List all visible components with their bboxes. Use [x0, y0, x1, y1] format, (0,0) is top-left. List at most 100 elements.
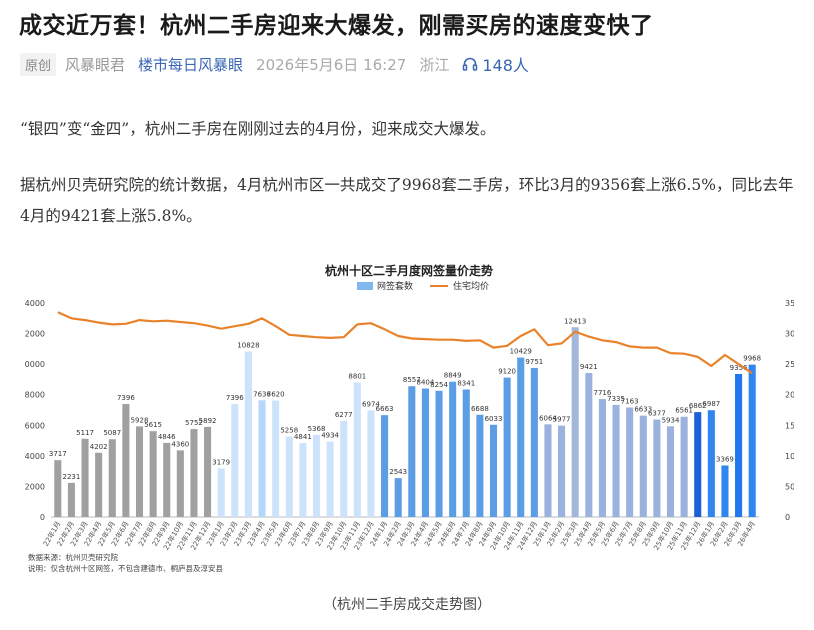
publish-date: 2026年5月6日 16:27	[256, 55, 407, 74]
bar-value-label: 2543	[389, 468, 407, 476]
price-line	[57, 311, 753, 375]
y-right-tick: 10000	[785, 452, 794, 461]
headphones-icon	[463, 57, 478, 71]
bar-value-label: 8557	[403, 376, 421, 384]
bar-value-label: 4360	[171, 440, 189, 448]
bar-23年10月	[340, 421, 348, 517]
bar-26年4月	[748, 364, 756, 517]
author-name[interactable]: 风暴眼君	[65, 55, 126, 74]
bar-value-label: 5934	[662, 416, 680, 424]
bar-25年3月	[571, 327, 579, 517]
bar-value-label: 4202	[90, 443, 108, 451]
y-right-tick: 5000	[785, 482, 794, 491]
chart-caption: （杭州二手房成交走势图）	[323, 597, 491, 613]
chart-title: 杭州十区二手月度网签量价走势	[325, 263, 493, 278]
y-right-tick: 30000	[785, 330, 794, 339]
bar-23年12月	[367, 410, 375, 517]
bar-25年11月	[680, 416, 688, 517]
bar-25年6月	[612, 404, 620, 517]
y-left-tick: 14000	[24, 299, 45, 308]
bar-23年2月	[231, 403, 239, 517]
bar-24年9月	[489, 424, 498, 517]
bar-22年11月	[190, 429, 198, 517]
bar-24年1月	[381, 415, 389, 517]
bar-24年7月	[462, 389, 470, 517]
bar-23年3月	[244, 351, 252, 517]
bar-value-label: 8254	[430, 381, 448, 389]
bar-value-label: 6987	[702, 400, 720, 408]
y-left-tick: 10000	[24, 360, 45, 369]
bar-value-label: 6033	[485, 415, 503, 423]
paragraph-intro: “银四”变“金四”，杭州二手房在刚刚过去的4月份，迎来成交大爆发。	[20, 120, 496, 138]
y-right-tick: 20000	[785, 391, 794, 400]
bar-24年5月	[435, 390, 443, 517]
bar-value-label: 10429	[510, 348, 532, 356]
bar-value-label: 4846	[158, 433, 176, 441]
bar-23年8月	[312, 434, 321, 517]
bar-24年3月	[408, 386, 416, 517]
y-left-tick: 6000	[25, 421, 45, 430]
bar-23年1月	[217, 468, 225, 517]
bar-25年5月	[598, 399, 606, 517]
bar-value-label: 8849	[444, 372, 462, 380]
bar-25年9月	[653, 419, 661, 517]
bar-22年5月	[108, 439, 116, 517]
bar-25年8月	[639, 415, 647, 517]
bar-value-label: 7636	[253, 390, 271, 398]
bar-value-label: 5928	[131, 416, 149, 424]
bar-26年3月	[735, 373, 743, 517]
account-link[interactable]: 楼市每日风暴眼	[138, 55, 244, 74]
bar-24年6月	[449, 381, 457, 517]
bar-22年1月	[54, 460, 62, 517]
y-left-tick: 0	[40, 513, 45, 522]
bar-24年8月	[476, 414, 484, 517]
bar-value-label: 2231	[63, 473, 81, 481]
bar-value-label: 8801	[348, 372, 366, 380]
legend-bar-swatch	[357, 282, 373, 290]
bar-value-label: 12413	[564, 317, 586, 325]
y-right-tick: 15000	[785, 421, 794, 430]
bar-value-label: 9968	[743, 355, 761, 363]
bar-26年1月	[707, 410, 715, 517]
bar-value-label: 8341	[457, 380, 475, 388]
bar-22年4月	[95, 452, 103, 517]
bar-23年7月	[299, 443, 307, 517]
bar-value-label: 7396	[117, 394, 135, 402]
explain-note: 说明：仅含杭州十区网签，不包含建德市、桐庐县及淳安县	[28, 563, 223, 573]
article-title: 成交近万套！杭州二手房迎来大爆发，刚需买房的速度变快了	[19, 13, 654, 39]
bar-value-label: 7620	[267, 391, 285, 399]
article-meta: 原创 风暴眼君 楼市每日风暴眼 2026年5月6日 16:27 浙江 148人	[20, 52, 529, 76]
bar-25年7月	[626, 407, 634, 517]
bar-value-label: 10828	[237, 341, 259, 349]
bar-23年9月	[326, 441, 334, 517]
bar-value-label: 5117	[76, 429, 94, 437]
bar-value-label: 6688	[471, 405, 489, 413]
legend-bar-label: 网签套数	[377, 280, 413, 292]
bar-value-label: 5977	[553, 416, 571, 424]
bar-value-label: 7163	[621, 398, 639, 406]
bar-value-label: 6974	[362, 400, 380, 408]
bar-value-label: 5892	[199, 417, 217, 425]
bar-value-label: 6277	[335, 411, 353, 419]
bar-22年2月	[67, 482, 75, 517]
bar-24年2月	[394, 478, 402, 517]
bar-value-label: 6663	[376, 405, 394, 413]
bar-22年3月	[81, 438, 89, 517]
bar-value-label: 3179	[212, 458, 230, 466]
bar-25年1月	[544, 424, 552, 517]
bar-value-label: 6561	[675, 407, 693, 415]
bar-25年12月	[694, 412, 702, 517]
bar-25年2月	[558, 425, 566, 517]
bar-value-label: 5258	[280, 427, 298, 435]
bar-24年4月	[421, 388, 429, 517]
legend-line-label: 住宅均价	[453, 280, 489, 292]
bar-22年12月	[204, 426, 212, 517]
bar-value-label: 7335	[607, 395, 625, 403]
bar-25年4月	[585, 372, 593, 517]
listen-button[interactable]: 148人	[462, 52, 529, 76]
bar-value-label: 5752	[185, 419, 203, 427]
bar-value-label: 4934	[321, 432, 339, 440]
bar-25年10月	[666, 426, 675, 517]
bar-value-label: 3717	[49, 450, 67, 458]
